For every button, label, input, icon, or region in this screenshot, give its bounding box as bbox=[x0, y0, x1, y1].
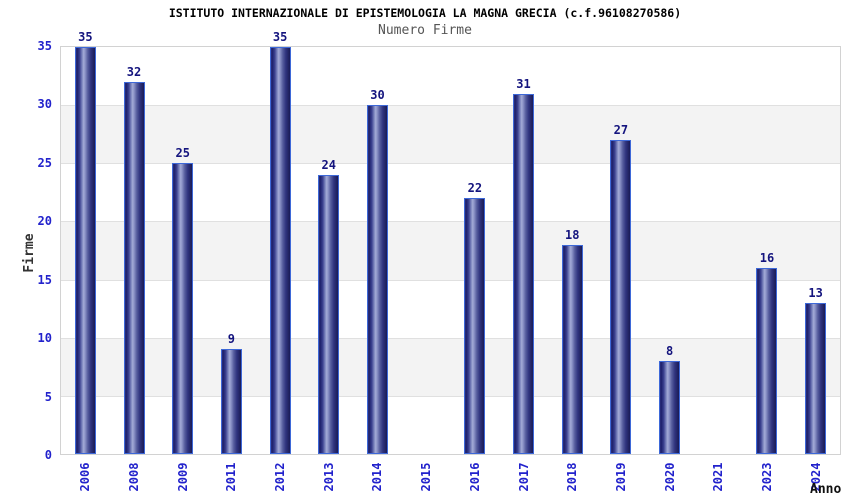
bar bbox=[513, 93, 535, 454]
bar bbox=[610, 140, 632, 454]
bar-value-label: 22 bbox=[467, 181, 483, 196]
x-tick-label: 2019 bbox=[613, 462, 628, 492]
bar-value-label: 30 bbox=[370, 88, 385, 103]
y-tick-label: 25 bbox=[37, 155, 52, 170]
bar bbox=[269, 47, 291, 454]
gridline bbox=[61, 163, 840, 165]
gridline bbox=[61, 395, 840, 397]
gridline bbox=[61, 221, 840, 223]
x-tick-label: 2016 bbox=[467, 462, 482, 492]
x-tick-label: 2017 bbox=[516, 462, 531, 492]
y-tick-label: 30 bbox=[37, 97, 52, 112]
x-tick-label: 2008 bbox=[127, 462, 142, 492]
x-tick-label: 2009 bbox=[175, 462, 190, 492]
x-tick-label: 2023 bbox=[759, 462, 774, 492]
bar-value-label: 35 bbox=[78, 30, 93, 44]
gridline bbox=[61, 105, 840, 107]
bar-value-label: 35 bbox=[272, 30, 288, 44]
bar-value-label: 9 bbox=[227, 332, 236, 347]
plot-area: 35 32 25 9 35 24 30 22 31 18 27 8 16 13 bbox=[60, 30, 841, 455]
x-tick-label: 2018 bbox=[565, 462, 580, 492]
x-tick-label: 2021 bbox=[711, 462, 726, 492]
bar bbox=[123, 81, 145, 454]
x-tick-label: 2006 bbox=[78, 462, 93, 492]
x-tick-label: 2020 bbox=[662, 462, 677, 492]
chart-title: ISTITUTO INTERNAZIONALE DI EPISTEMOLOGIA… bbox=[168, 6, 682, 20]
bar-value-label: 25 bbox=[175, 146, 190, 161]
y-tick-label: 35 bbox=[37, 39, 52, 53]
bar bbox=[366, 105, 388, 454]
gridline bbox=[61, 279, 840, 281]
bar bbox=[318, 174, 340, 454]
bar bbox=[172, 163, 194, 454]
x-axis-title: Anno bbox=[810, 482, 842, 497]
bar bbox=[74, 47, 96, 454]
gridline bbox=[61, 337, 840, 339]
x-tick-label: 2011 bbox=[224, 462, 239, 492]
bar bbox=[561, 244, 583, 454]
bar bbox=[464, 198, 486, 454]
bar-value-label: 27 bbox=[613, 123, 629, 138]
x-tick-label: 2014 bbox=[370, 462, 385, 492]
bar bbox=[756, 267, 778, 454]
chart-subtitle: Numero Firme bbox=[378, 23, 472, 38]
x-tick-label: 2012 bbox=[273, 462, 288, 492]
bar-value-label: 8 bbox=[665, 343, 674, 358]
y-tick-label: 0 bbox=[44, 448, 52, 462]
bar-value-label: 32 bbox=[126, 64, 142, 79]
bar bbox=[805, 302, 827, 454]
bar bbox=[659, 360, 681, 454]
bar-value-label: 24 bbox=[321, 157, 336, 172]
bar-value-label: 18 bbox=[564, 227, 580, 242]
y-tick-label: 15 bbox=[37, 272, 52, 287]
y-tick-label: 5 bbox=[44, 389, 52, 404]
x-tick-label: 2013 bbox=[321, 462, 336, 492]
y-tick-label: 20 bbox=[37, 214, 52, 229]
grid-band bbox=[61, 105, 840, 164]
y-tick-label: 10 bbox=[37, 331, 52, 346]
bar bbox=[220, 349, 242, 454]
x-tick-label: 2015 bbox=[419, 462, 434, 492]
bar-value-label: 13 bbox=[808, 285, 823, 300]
bar-value-label: 31 bbox=[516, 76, 531, 91]
y-axis-title: Firme bbox=[22, 233, 37, 273]
bar-value-label: 16 bbox=[759, 250, 775, 265]
